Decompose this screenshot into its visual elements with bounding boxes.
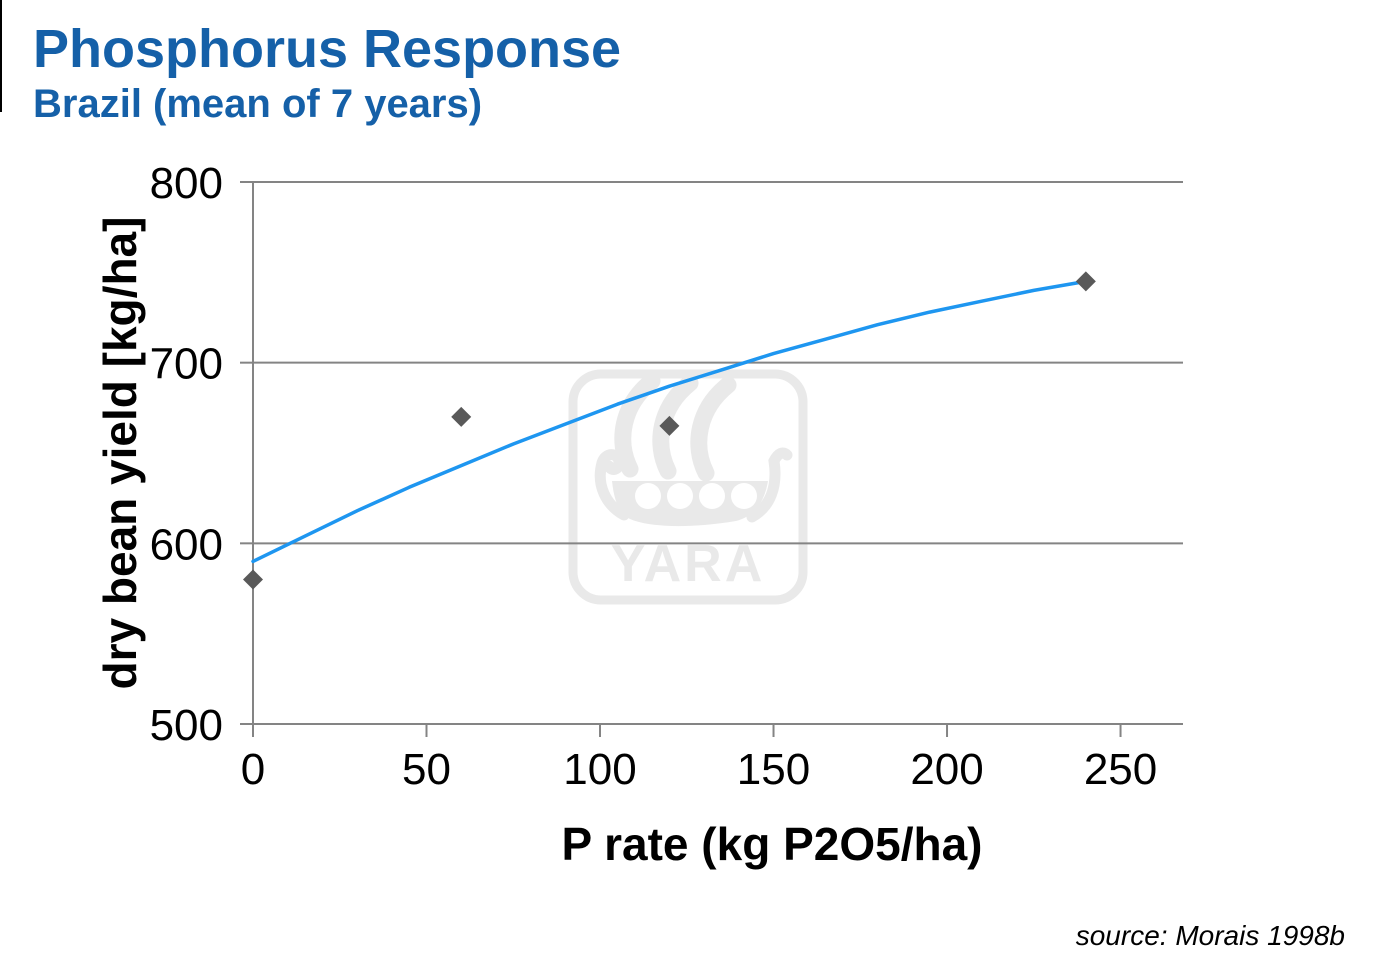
trendline bbox=[251, 279, 1088, 564]
data-point-diamond bbox=[659, 415, 680, 436]
x-tick-label-100: 100 bbox=[563, 745, 636, 794]
data-point-diamond bbox=[451, 406, 472, 427]
y-tick-label-700: 700 bbox=[150, 340, 223, 389]
y-tick-label-600: 600 bbox=[150, 520, 223, 569]
page-subtitle: Brazil (mean of 7 years) bbox=[33, 82, 483, 127]
source-credit: source: Morais 1998b bbox=[1075, 920, 1345, 951]
viking-ship-hull bbox=[594, 447, 793, 527]
x-tick-label-0: 0 bbox=[241, 745, 265, 794]
yara-brand-text: YARA bbox=[611, 535, 766, 593]
data-point-diamond bbox=[1075, 271, 1096, 292]
slide-edge-line bbox=[0, 0, 2, 112]
x-tick-label-250: 250 bbox=[1084, 745, 1157, 794]
x-tick-label-200: 200 bbox=[910, 745, 983, 794]
yara-logo-border bbox=[568, 369, 808, 605]
y-tick-label-800: 800 bbox=[150, 159, 223, 208]
x-tick-label-150: 150 bbox=[737, 745, 810, 794]
data-point-diamond bbox=[243, 569, 263, 590]
page-title: Phosphorus Response bbox=[33, 19, 622, 79]
y-tick-label-500: 500 bbox=[150, 701, 223, 750]
x-tick-label-50: 50 bbox=[402, 745, 451, 794]
plot-area: 500 600 700 800 0 50 100 150 200 250 P rate (kg P2… bbox=[94, 159, 1183, 870]
header: Phosphorus Response Brazil (mean of 7 ye… bbox=[33, 19, 622, 127]
yara-logo-watermark: YARA bbox=[568, 369, 808, 605]
x-axis-title: P rate (kg P2O5/ha) bbox=[562, 818, 983, 870]
y-axis-title: dry bean yield [kg/ha] bbox=[94, 217, 146, 690]
